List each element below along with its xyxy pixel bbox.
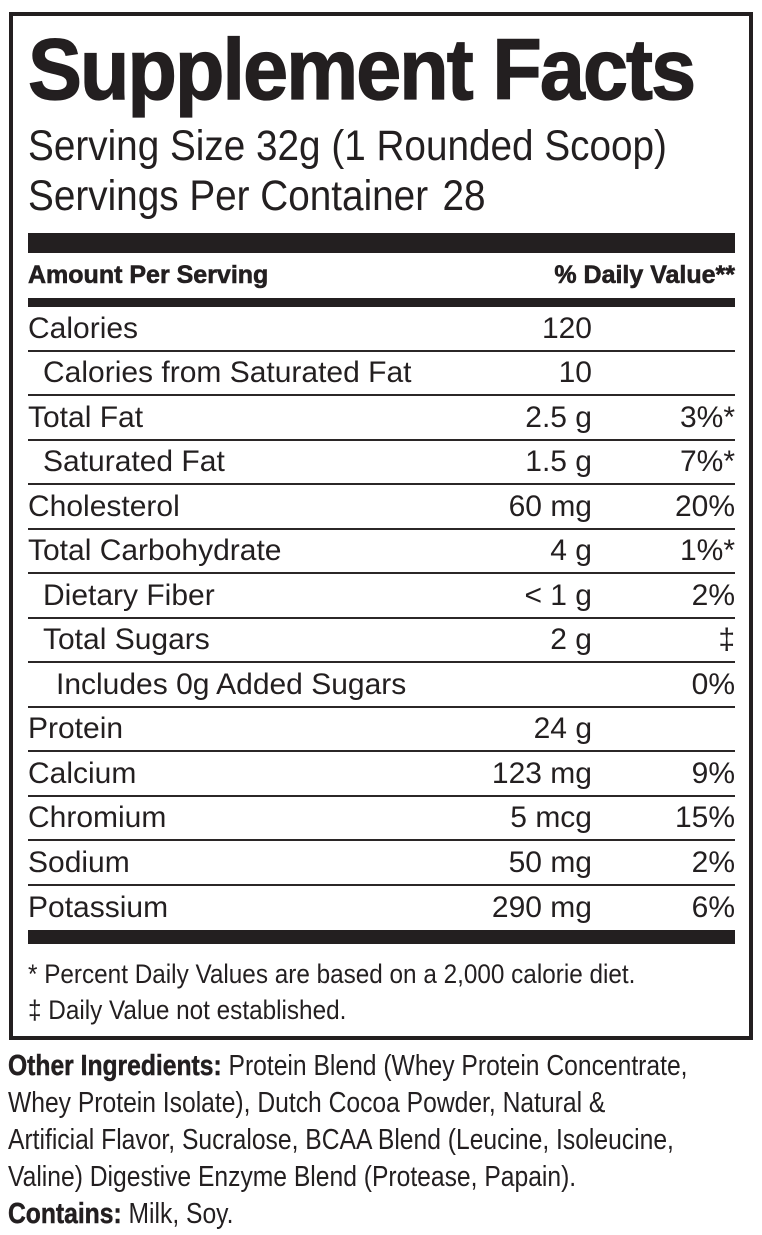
- footnotes: * Percent Daily Values are based on a 2,…: [28, 956, 664, 1028]
- nutrient-amount: 123 mg: [491, 756, 592, 790]
- nutrient-amount: 24 g: [533, 712, 592, 746]
- nutrient-name: Total Carbohydrate: [28, 534, 282, 568]
- other-ingredients-line-4: Valine) Digestive Enzyme Blend (Protease…: [8, 1161, 577, 1193]
- contains-label: Contains:: [8, 1198, 122, 1231]
- nutrient-name: Dietary Fiber: [43, 578, 215, 612]
- nutrient-row-calcium: Calcium 123 mg 9%: [28, 752, 735, 797]
- nutrient-row-saturated-fat: Saturated Fat 1.5 g 7%*: [28, 441, 735, 486]
- amount-per-serving-header: Amount Per Serving: [28, 261, 269, 290]
- nutrient-name: Potassium: [28, 891, 169, 925]
- nutrient-dv: 0%: [691, 667, 735, 701]
- other-ingredients-label: Other Ingredients:: [8, 1050, 222, 1083]
- nutrient-amount: 10: [558, 356, 592, 390]
- nutrient-amount: 50 mg: [508, 845, 592, 879]
- nutrient-dv: 9%: [691, 756, 735, 790]
- nutrient-row-calories-from-sat-fat: Calories from Saturated Fat 10: [28, 352, 735, 397]
- servings-per-container-value: 28: [442, 172, 486, 221]
- nutrient-dv: 6%: [691, 891, 735, 925]
- nutrient-row-potassium: Potassium 290 mg 6%: [28, 886, 735, 931]
- servings-per-container-label: Servings Per Container: [28, 172, 429, 221]
- nutrient-amount: 5 mcg: [510, 801, 592, 835]
- nutrient-name: Chromium: [28, 801, 167, 835]
- ingredients-section: Other Ingredients: Protein Blend (Whey P…: [8, 1048, 688, 1233]
- nutrient-row-total-carbohydrate: Total Carbohydrate 4 g 1%*: [28, 530, 735, 575]
- nutrient-dv: 15%: [674, 801, 735, 835]
- nutrient-name: Saturated Fat: [43, 445, 225, 479]
- nutrient-row-dietary-fiber: Dietary Fiber < 1 g 2%: [28, 574, 735, 619]
- nutrient-amount: 4 g: [550, 534, 592, 568]
- nutrient-dv: 1%*: [679, 534, 735, 568]
- nutrient-dv: 2%: [691, 845, 735, 879]
- nutrient-row-total-sugars: Total Sugars 2 g ‡: [28, 619, 735, 664]
- nutrient-name: Cholesterol: [28, 489, 180, 523]
- nutrient-amount: 120: [541, 311, 592, 345]
- serving-info: Serving Size 32g (1 Rounded Scoop) Servi…: [28, 121, 667, 221]
- nutrient-amount: 1.5 g: [525, 445, 592, 479]
- nutrient-dv: 20%: [674, 489, 735, 523]
- nutrient-row-total-fat: Total Fat 2.5 g 3%*: [28, 396, 735, 441]
- nutrient-amount: 2 g: [550, 623, 592, 657]
- supplement-facts-title: Supplement Facts: [27, 22, 696, 118]
- contains-line: Contains: Milk, Soy.: [8, 1196, 688, 1233]
- nutrient-dv: ‡: [718, 623, 735, 657]
- nutrient-row-cholesterol: Cholesterol 60 mg 20%: [28, 485, 735, 530]
- nutrient-name: Calories from Saturated Fat: [43, 356, 412, 390]
- table-header-row: Amount Per Serving % Daily Value**: [28, 253, 736, 298]
- nutrient-name: Total Fat: [28, 400, 144, 434]
- nutrient-name: Calcium: [28, 756, 137, 790]
- separator-bar-top: [28, 233, 735, 254]
- nutrient-dv: 7%*: [679, 445, 735, 479]
- contains-text: Milk, Soy.: [121, 1198, 234, 1230]
- nutrient-amount: 290 mg: [491, 891, 592, 925]
- serving-size-line: Serving Size 32g (1 Rounded Scoop): [28, 122, 667, 171]
- footnote-daily-values: * Percent Daily Values are based on a 2,…: [28, 959, 636, 990]
- nutrient-dv: 2%: [691, 578, 735, 612]
- nutrient-name: Total Sugars: [43, 623, 210, 657]
- nutrient-amount: 2.5 g: [525, 400, 592, 434]
- nutrient-row-calories: Calories 120: [28, 307, 735, 352]
- other-ingredients-line-1: Other Ingredients: Protein Blend (Whey P…: [8, 1048, 688, 1085]
- nutrient-row-chromium: Chromium 5 mcg 15%: [28, 797, 735, 842]
- nutrient-name: Calories: [28, 311, 139, 345]
- nutrient-amount: 60 mg: [508, 489, 592, 523]
- other-ingredients-line-2: Whey Protein Isolate), Dutch Cocoa Powde…: [8, 1087, 606, 1119]
- nutrient-amount: < 1 g: [524, 578, 592, 612]
- other-ingredients-text-1: Protein Blend (Whey Protein Concentrate,: [221, 1050, 688, 1082]
- nutrient-row-added-sugars: Includes 0g Added Sugars 0%: [28, 663, 735, 708]
- nutrient-name: Includes 0g Added Sugars: [56, 667, 407, 701]
- servings-per-container-line: Servings Per Container 28: [28, 171, 664, 221]
- other-ingredients-line-3: Artificial Flavor, Sucralose, BCAA Blend…: [8, 1124, 674, 1156]
- nutrient-row-sodium: Sodium 50 mg 2%: [28, 841, 735, 886]
- daily-value-header: % Daily Value**: [554, 261, 735, 290]
- nutrient-name: Protein: [28, 712, 124, 746]
- nutrient-row-protein: Protein 24 g: [28, 708, 735, 753]
- supplement-facts-panel: Supplement Facts Serving Size 32g (1 Rou…: [9, 12, 753, 1041]
- nutrient-table: Calories 120 Calories from Saturated Fat…: [28, 307, 735, 930]
- nutrient-dv: 3%*: [679, 400, 735, 434]
- nutrient-name: Sodium: [28, 845, 130, 879]
- footnote-not-established: ‡ Daily Value not established.: [28, 995, 347, 1026]
- separator-bar-bottom: [28, 930, 735, 945]
- separator-bar-header: [28, 298, 735, 308]
